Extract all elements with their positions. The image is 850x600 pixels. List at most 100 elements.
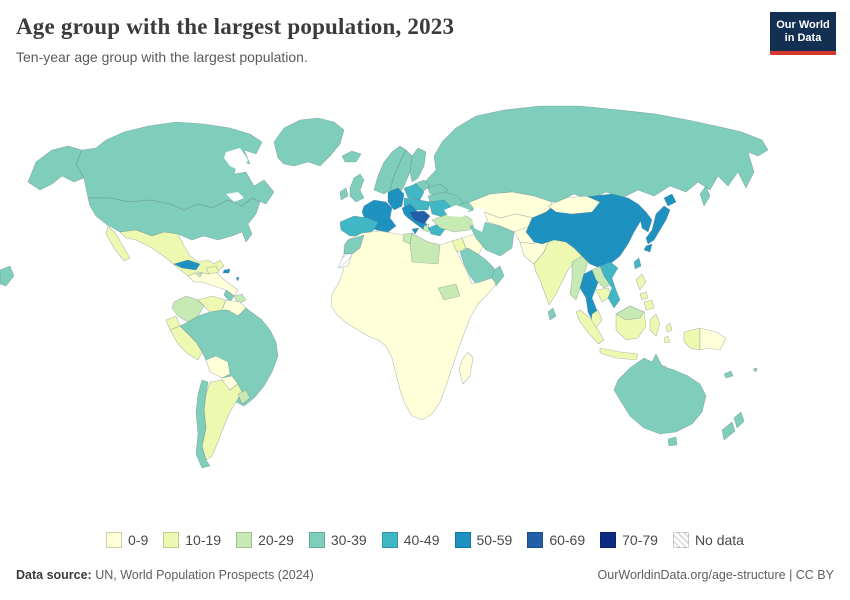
region-puerto-rico[interactable] xyxy=(222,268,231,274)
legend-label-20-29: 20-29 xyxy=(258,532,294,548)
region-korea[interactable] xyxy=(639,211,653,233)
region-java[interactable] xyxy=(599,347,639,361)
legend-item-0-9[interactable]: 0-9 xyxy=(106,532,148,548)
region-bolivia[interactable] xyxy=(205,355,231,379)
region-new-caledonia[interactable] xyxy=(723,370,734,379)
legend-swatch-10-19 xyxy=(163,532,180,548)
legend-item-10-19[interactable]: 10-19 xyxy=(163,532,221,548)
chart-footer: Data source: UN, World Population Prospe… xyxy=(16,568,834,582)
region-oman[interactable] xyxy=(491,265,505,287)
region-sumatra[interactable] xyxy=(575,309,605,345)
region-tasmania[interactable] xyxy=(667,436,678,447)
region-poland[interactable] xyxy=(403,183,425,201)
region-uruguay[interactable] xyxy=(237,389,251,405)
region-greenland[interactable] xyxy=(273,117,345,167)
region-peru[interactable] xyxy=(169,325,203,361)
legend-label-60-69: 60-69 xyxy=(549,532,586,548)
legend-swatch-60-69 xyxy=(527,532,544,548)
region-philippines-luzon[interactable] xyxy=(635,273,647,291)
region-usa[interactable] xyxy=(87,197,261,243)
region-moluccas-2[interactable] xyxy=(663,335,671,344)
region-papua-new-guinea[interactable] xyxy=(699,327,727,351)
region-chile[interactable] xyxy=(195,379,211,469)
region-uk[interactable] xyxy=(349,173,365,203)
region-venezuela[interactable] xyxy=(197,295,227,313)
data-source-text: Data source: UN, World Population Prospe… xyxy=(16,568,314,582)
region-western-sahara[interactable] xyxy=(337,253,353,269)
page-title: Age group with the largest population, 2… xyxy=(16,14,455,39)
legend-label-30-39: 30-39 xyxy=(330,532,367,548)
region-libya[interactable] xyxy=(409,232,441,265)
region-hispaniola[interactable] xyxy=(205,265,220,275)
region-malaysia-borneo[interactable] xyxy=(615,305,645,321)
region-japan-honshu[interactable] xyxy=(645,205,671,245)
owid-logo-line1: Our World xyxy=(776,19,830,31)
region-south-sudan[interactable] xyxy=(437,283,461,301)
region-spain[interactable] xyxy=(339,215,379,237)
region-moluccas-1[interactable] xyxy=(665,322,673,333)
region-baja-california[interactable] xyxy=(105,225,131,262)
great-lakes xyxy=(226,192,244,202)
region-madagascar[interactable] xyxy=(458,351,474,385)
region-vietnam[interactable] xyxy=(599,261,621,309)
page-subtitle: Ten-year age group with the largest popu… xyxy=(16,49,308,65)
legend-swatch-no-data xyxy=(672,532,689,548)
legend-label-50-59: 50-59 xyxy=(476,532,513,548)
region-west-papua[interactable] xyxy=(683,327,701,351)
region-fiji[interactable] xyxy=(752,367,758,373)
region-russia[interactable] xyxy=(423,105,769,207)
region-japan-hokkaido[interactable] xyxy=(663,193,677,207)
region-panama[interactable] xyxy=(233,293,247,305)
region-argentina[interactable] xyxy=(201,379,243,461)
region-philippines-mindanao[interactable] xyxy=(643,299,655,311)
world-map-svg xyxy=(0,105,769,469)
legend-item-40-49[interactable]: 40-49 xyxy=(381,532,440,548)
black-sea xyxy=(444,205,470,217)
legend-swatch-30-39 xyxy=(308,532,325,548)
region-mongolia[interactable] xyxy=(547,195,601,215)
legend-label-70-79: 70-79 xyxy=(622,532,658,548)
region-australia[interactable] xyxy=(613,353,707,435)
region-sakhalin[interactable] xyxy=(699,185,711,207)
region-albania[interactable] xyxy=(422,223,430,233)
region-balkans-west[interactable] xyxy=(409,210,431,225)
legend-label-40-49: 40-49 xyxy=(403,532,440,548)
region-central-america[interactable] xyxy=(187,271,239,297)
region-finland[interactable] xyxy=(409,147,427,183)
region-cuba[interactable] xyxy=(173,259,201,271)
region-colombia[interactable] xyxy=(171,295,205,323)
region-pacific-fragment[interactable] xyxy=(0,265,15,287)
region-sri-lanka[interactable] xyxy=(547,307,557,321)
world-map xyxy=(0,98,850,526)
region-philippines-visayas[interactable] xyxy=(639,291,649,301)
legend-item-60-69[interactable]: 60-69 xyxy=(527,532,585,548)
region-iceland[interactable] xyxy=(341,150,362,163)
owid-logo[interactable]: Our World in Data xyxy=(770,12,836,55)
legend-swatch-0-9 xyxy=(106,532,123,548)
legend-swatch-20-29 xyxy=(236,532,253,548)
legend-label-10-19: 10-19 xyxy=(185,532,222,548)
region-sulawesi[interactable] xyxy=(649,313,661,337)
region-guyanas[interactable] xyxy=(221,299,247,317)
attribution-text: OurWorldinData.org/age-structure | CC BY xyxy=(597,568,834,582)
region-lesser-antilles[interactable] xyxy=(235,276,240,282)
region-japan-kyushu[interactable] xyxy=(643,243,653,253)
region-africa[interactable] xyxy=(330,230,497,421)
region-new-zealand-south[interactable] xyxy=(721,421,736,441)
region-jamaica[interactable] xyxy=(195,272,203,278)
legend-swatch-70-79 xyxy=(600,532,617,548)
caspian-sea xyxy=(472,206,486,232)
region-taiwan[interactable] xyxy=(633,257,642,270)
legend-item-70-79[interactable]: 70-79 xyxy=(600,532,658,548)
legend-item-30-39[interactable]: 30-39 xyxy=(308,532,367,548)
legend-item-no-data[interactable]: No data xyxy=(672,532,744,548)
hudson-bay xyxy=(224,148,248,172)
legend-item-50-59[interactable]: 50-59 xyxy=(454,532,513,548)
region-ireland[interactable] xyxy=(339,187,349,201)
region-germany[interactable] xyxy=(387,187,405,211)
region-sicily[interactable] xyxy=(411,227,420,235)
map-legend: 0-9 10-19 20-29 30-39 40-49 50-59 60-69 … xyxy=(0,532,850,548)
region-alaska[interactable] xyxy=(27,145,85,191)
legend-item-20-29[interactable]: 20-29 xyxy=(236,532,294,548)
region-new-zealand-north[interactable] xyxy=(733,411,745,429)
